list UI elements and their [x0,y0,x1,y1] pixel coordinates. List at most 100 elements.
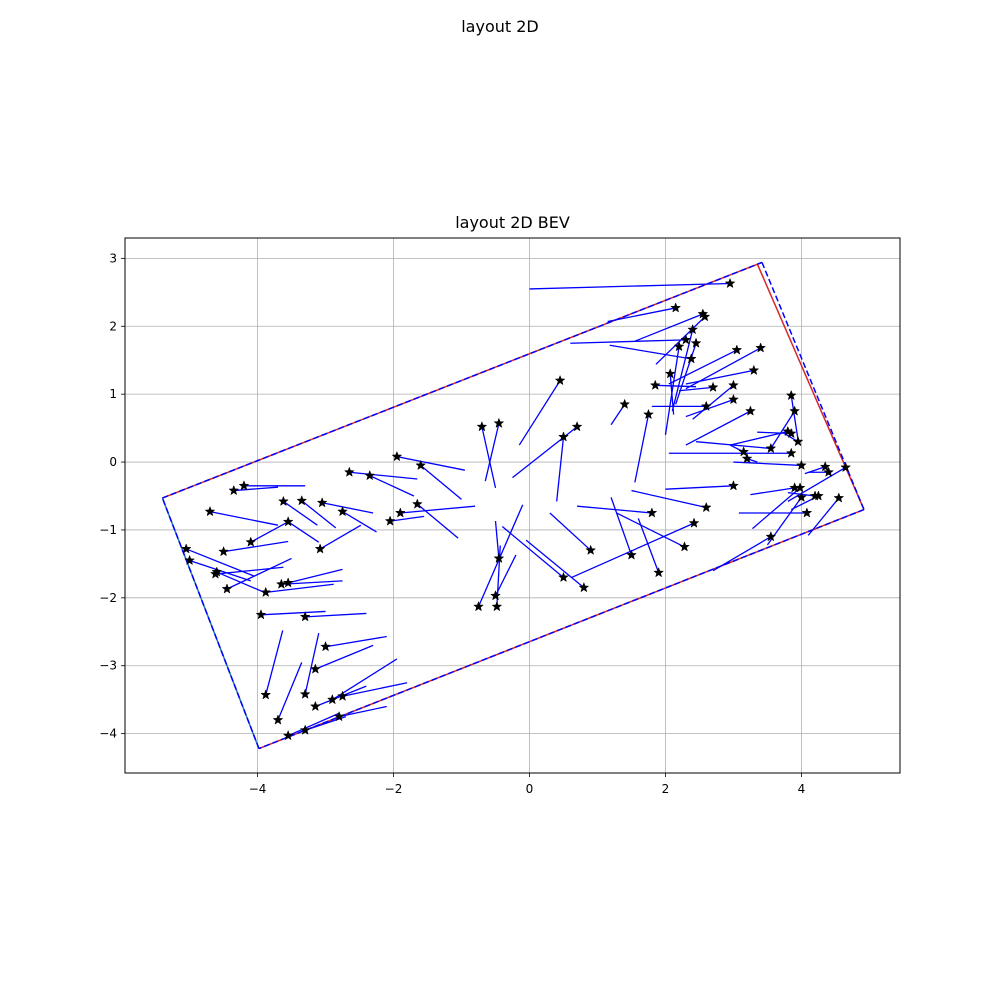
object-star-marker [282,729,294,741]
object-star-marker [707,381,719,392]
y-tick-label: −1 [99,523,117,537]
object-star-marker [320,641,331,652]
object-star-marker [277,495,289,507]
object-direction-line [277,662,303,721]
object-star-marker [833,492,845,503]
object-direction-line [420,464,462,500]
object-star-marker [690,337,702,348]
object-direction-line [729,430,788,446]
y-tick-label: 2 [109,319,117,333]
object-star-marker [724,277,736,289]
object-star-marker [585,544,597,555]
object-direction-line [281,580,343,585]
object-star-marker [731,344,743,355]
object-direction-line [250,521,289,543]
object-direction-line [305,612,367,618]
layout-dashed-edge [258,508,865,750]
object-direction-line [233,486,279,492]
object-star-marker [728,379,739,390]
object-star-marker [491,600,503,612]
object-direction-line [631,489,707,509]
object-star-marker [337,690,348,701]
object-direction-line [315,644,374,670]
object-star-marker [785,447,797,458]
y-tick-label: 3 [109,251,117,265]
object-direction-line [283,500,318,526]
object-direction-line [501,526,564,578]
object-star-marker [785,427,797,439]
object-star-marker [653,566,665,578]
object-star-marker [558,431,569,442]
object-direction-line [287,712,340,737]
object-direction-line [609,344,692,360]
object-direction-line [750,487,795,496]
object-star-marker [745,405,756,416]
object-star-marker [741,452,753,464]
object-star-marker [688,517,700,528]
x-tick-label: 0 [526,782,534,796]
y-tick-label: 0 [109,455,117,469]
object-direction-line [570,339,686,344]
object-star-marker [795,459,807,471]
object-star-marker [809,490,821,501]
object-star-marker [473,600,484,612]
object-star-marker [180,543,192,554]
object-direction-line [265,630,284,696]
object-direction-lines [185,282,846,737]
object-direction-line [339,705,387,718]
object-star-marker [792,435,804,447]
object-star-marker [299,688,311,699]
y-tick-label: 1 [109,387,117,401]
object-star-marker [789,405,801,416]
object-direction-line [322,502,374,514]
object-direction-line [671,329,694,412]
object-star-marker [309,663,321,674]
object-star-marker [255,609,267,620]
object-star-marker [664,368,676,379]
object-star-marker [823,466,835,477]
object-star-marker [619,398,631,409]
object-star-marker [755,342,767,353]
object-direction-line [571,522,695,579]
object-star-marker [204,505,216,517]
object-star-marker [314,543,326,554]
object-direction-line [416,503,459,539]
object-star-marker [670,302,682,313]
object-star-marker [626,549,637,560]
object-star-marker [578,581,590,593]
object-star-marker [275,578,287,589]
object-direction-line [396,455,466,471]
object-star-marker [337,505,348,517]
object-star-marker [238,480,250,491]
object-direction-line [265,583,334,594]
object-star-marker [299,724,311,735]
object-direction-line [477,504,524,607]
object-star-marker [221,583,233,594]
object-star-marker [699,311,711,322]
layout-box-dashed [161,261,865,750]
object-star-marker [316,497,328,508]
axes-title: layout 2D BEV [455,213,570,232]
object-star-marker [728,393,739,405]
object-star-marker [558,571,569,583]
object-direction-line [342,682,408,697]
object-star-marker [209,568,221,579]
object-star-marker [490,590,501,601]
object-star-marker [794,482,806,493]
object-direction-line [301,500,337,529]
x-tick-label: 2 [662,782,670,796]
object-star-marker [554,374,566,386]
object-direction-line [349,471,418,480]
object-direction-line [288,568,343,584]
object-star-marker [673,340,685,352]
object-direction-line [287,521,320,543]
object-direction-line [790,395,799,440]
object-star-marker [646,507,658,518]
layout-solid-edge [161,497,260,749]
object-direction-line [215,566,284,575]
object-star-marker [343,466,355,477]
axis-ticks: −4 −2 0 2 4 −4 −3 −2 −1 0 1 2 3 [99,251,805,796]
object-direction-line [481,426,497,488]
object-star-marker [245,536,257,547]
